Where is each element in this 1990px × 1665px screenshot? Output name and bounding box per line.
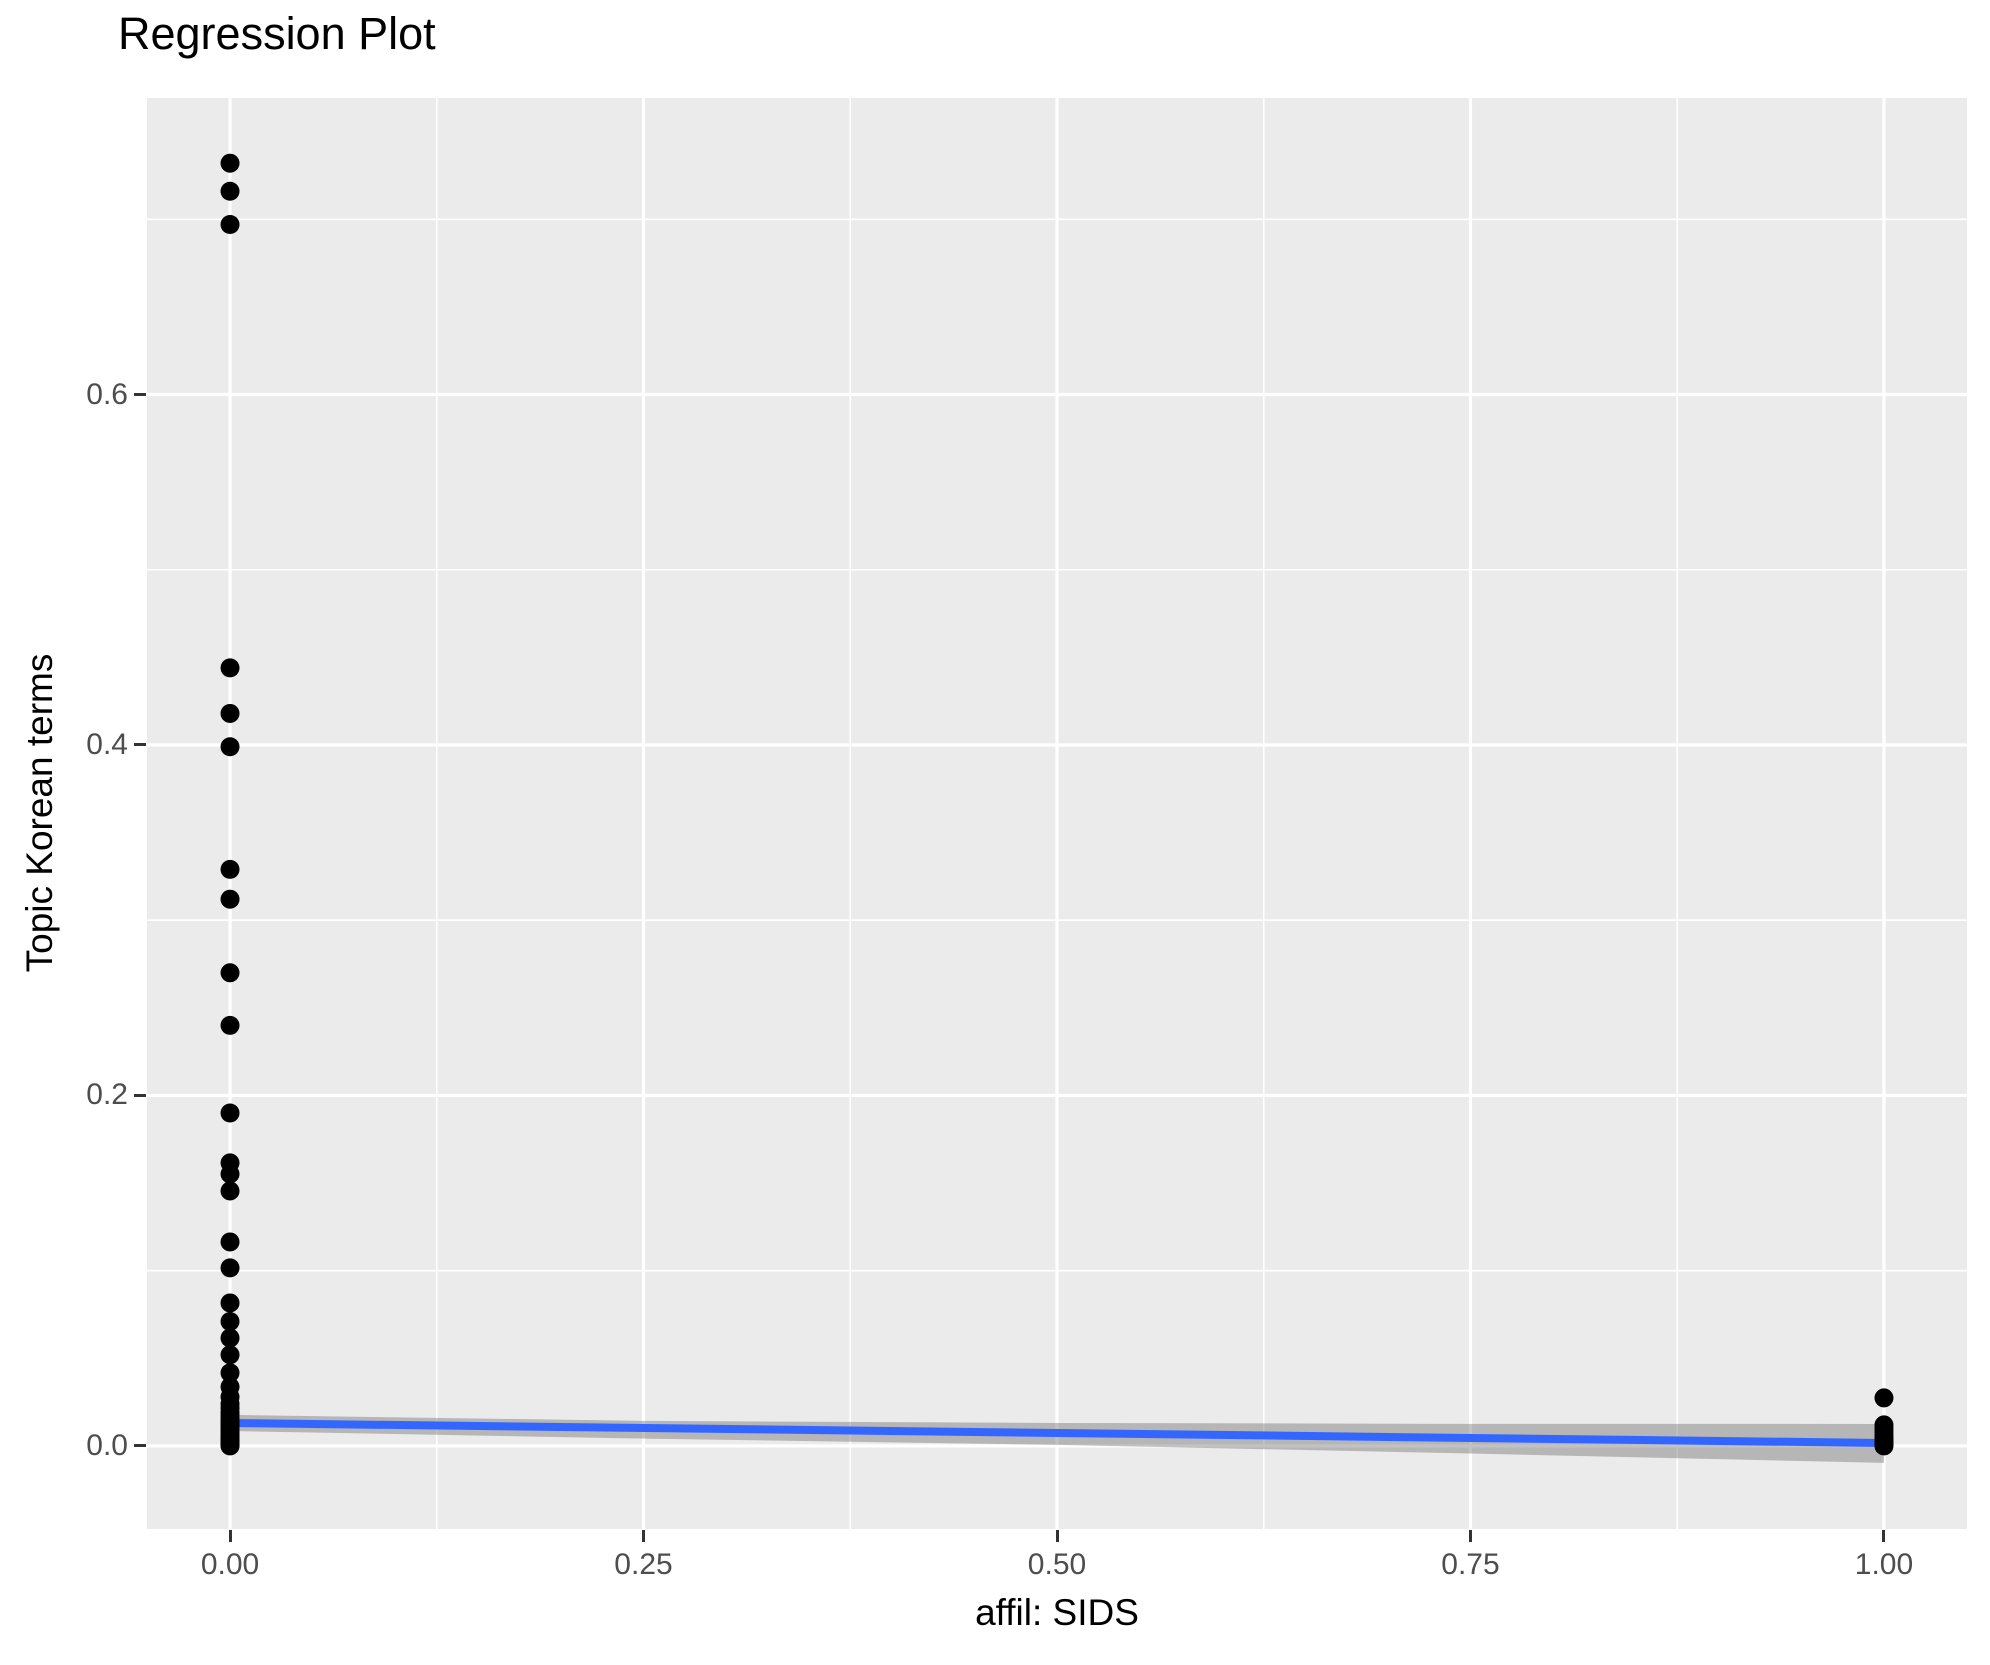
data-point (220, 737, 240, 757)
plot-canvas (147, 98, 1967, 1529)
data-point (220, 1363, 240, 1383)
data-point (220, 1328, 240, 1348)
data-point (220, 1345, 240, 1365)
y-tick-label: 0.4 (86, 727, 128, 761)
x-tick-label: 0.00 (200, 1548, 260, 1581)
data-point (220, 963, 240, 983)
data-point (220, 215, 240, 235)
data-point (220, 1232, 240, 1252)
y-tick-mark (134, 1093, 146, 1097)
y-tick-mark (134, 1444, 146, 1448)
data-point (220, 1103, 240, 1123)
x-tick-mark (642, 1530, 645, 1542)
data-point (1874, 1436, 1894, 1456)
x-tick-mark (1882, 1530, 1886, 1542)
y-tick-mark (134, 393, 146, 396)
data-point (220, 658, 240, 678)
data-point (220, 1181, 240, 1201)
x-tick-label: 1.00 (1854, 1548, 1914, 1581)
x-tick-mark (1468, 1530, 1472, 1542)
data-point (220, 153, 240, 173)
x-axis-title: affil: SIDS (975, 1592, 1139, 1633)
x-tick-label: 0.75 (1441, 1548, 1500, 1581)
y-tick-label: 0.2 (86, 1078, 128, 1112)
x-tick-mark (228, 1530, 232, 1542)
data-point (220, 181, 240, 201)
data-point (1874, 1388, 1894, 1408)
y-axis-title: Topic Korean terms (19, 653, 60, 973)
x-tick-label: 0.25 (614, 1548, 673, 1581)
data-point (220, 703, 240, 723)
data-point (220, 1015, 240, 1035)
data-point (220, 1164, 240, 1184)
x-tick-mark (1055, 1530, 1059, 1542)
y-tick-mark (134, 743, 146, 747)
plot-panel (147, 98, 1967, 1529)
x-tick-label: 0.50 (1027, 1548, 1087, 1581)
plot-title: Regression Plot (118, 8, 436, 59)
data-point (220, 859, 240, 879)
regression-line (229, 1418, 1885, 1447)
data-point (220, 1312, 240, 1332)
y-tick-label: 0.6 (86, 377, 128, 411)
data-point (220, 1293, 240, 1313)
y-tick-label: 0.0 (86, 1428, 128, 1462)
data-point (220, 1258, 240, 1278)
data-point (220, 889, 240, 909)
data-point (220, 1436, 240, 1456)
